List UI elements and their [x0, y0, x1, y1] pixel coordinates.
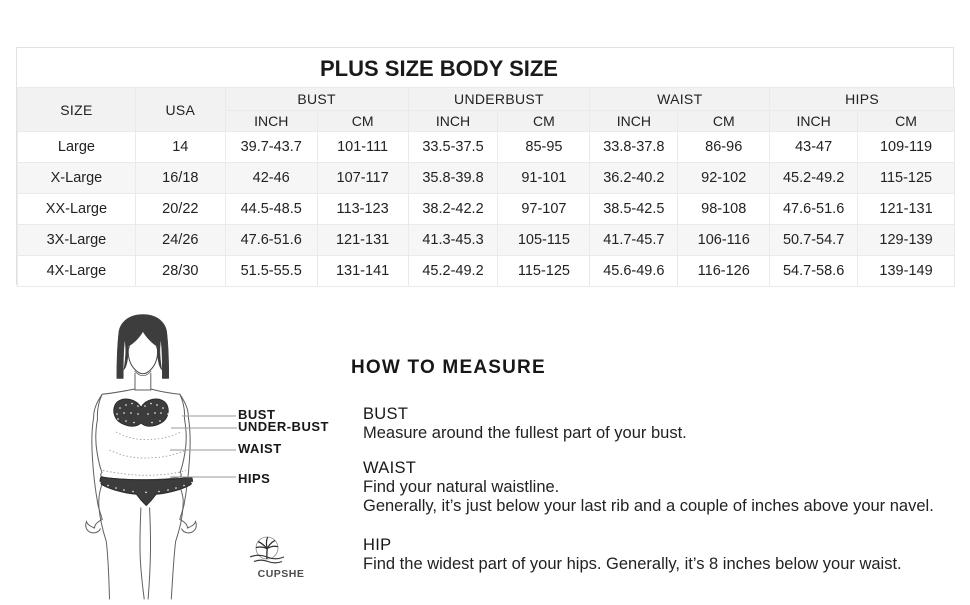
svg-text:CUPSHE: CUPSHE — [258, 568, 305, 580]
